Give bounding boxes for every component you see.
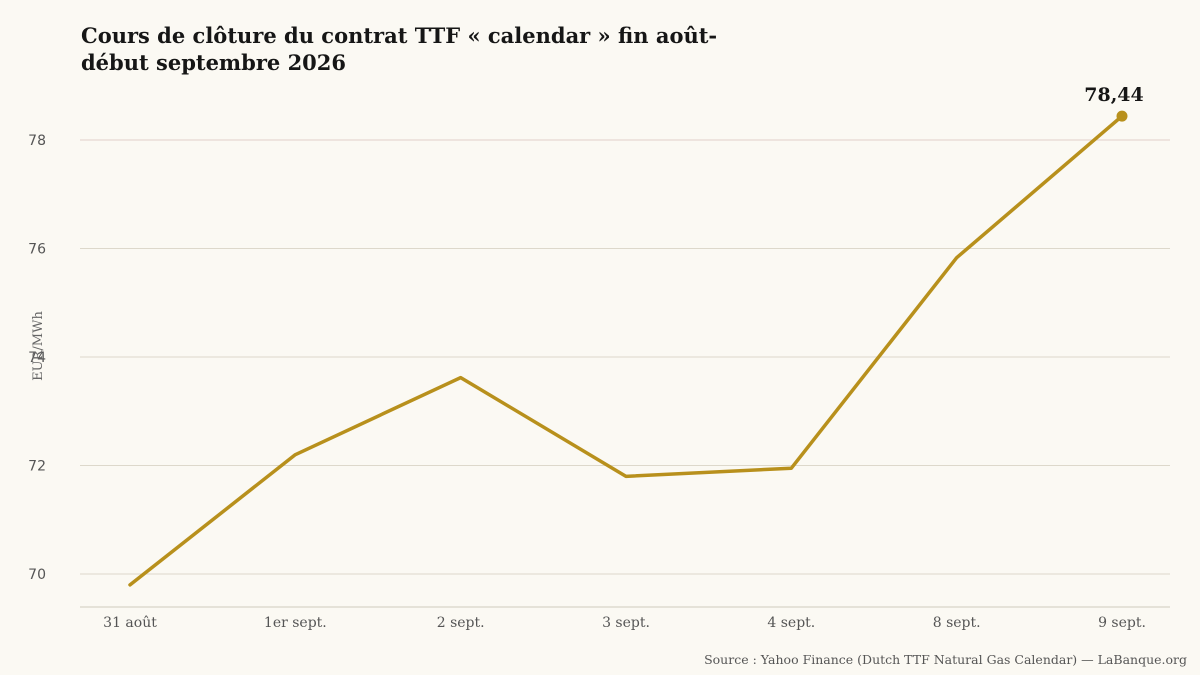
y-axis-label: EUR/MWh (31, 311, 46, 381)
y-tick-label: 70 (28, 567, 46, 583)
x-tick-label: 1er sept. (264, 615, 327, 631)
y-tick-label: 72 (28, 459, 46, 475)
y-tick-label: 78 (28, 133, 46, 149)
annotations: 78,44 (1084, 84, 1144, 122)
end-point-marker (1116, 110, 1128, 122)
y-tick-label: 74 (28, 350, 46, 366)
x-tick-labels: 31 août 1er sept. 2 sept. 3 sept. 4 sept. 8 s… (103, 615, 1146, 631)
x-tick-label: 4 sept. (767, 615, 815, 631)
grid-lines (80, 139, 1170, 575)
x-tick-label: 31 août (103, 615, 157, 631)
x-tick-label: 9 sept. (1098, 615, 1146, 631)
chart-title: Cours de clôture du contrat TTF « calend… (81, 23, 718, 75)
source-note: Source : Yahoo Finance (Dutch TTF Natura… (704, 652, 1187, 667)
y-tick-label: 76 (28, 242, 46, 258)
x-tick-label: 2 sept. (437, 615, 485, 631)
x-tick-label: 3 sept. (602, 615, 650, 631)
series-line (128, 114, 1124, 587)
x-tick-label: 8 sept. (933, 615, 981, 631)
data-label: 78,44 (1084, 84, 1144, 106)
y-tick-labels: 70 72 74 76 78 (28, 133, 46, 583)
series-group (128, 114, 1124, 587)
